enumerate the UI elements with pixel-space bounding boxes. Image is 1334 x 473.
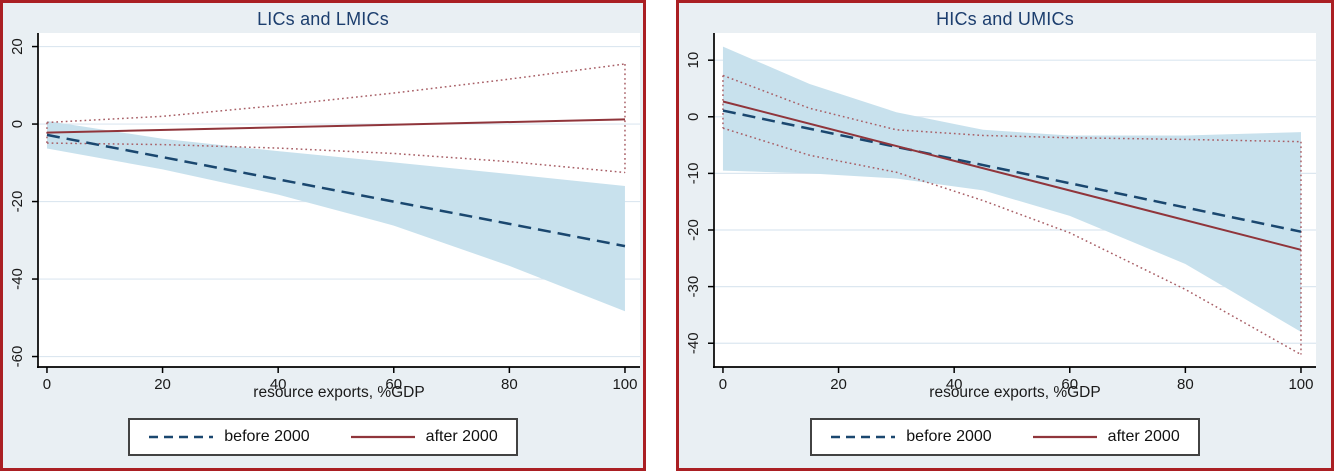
legend-label-after-2000: after 2000: [425, 428, 498, 445]
y-tick-label: -20: [685, 219, 702, 241]
x-tick-label: 40: [946, 376, 963, 393]
y-tick-label: -10: [685, 163, 702, 185]
y-tick-label: -30: [685, 276, 702, 298]
series-line-after-2000: [722, 100, 1302, 251]
y-tick-label: -40: [685, 332, 702, 354]
series-line-after-2000: [46, 118, 625, 134]
legend-label-before-2000: before 2000: [906, 428, 992, 445]
x-tick-label: 100: [612, 376, 637, 393]
y-tick-label: 10: [685, 52, 702, 69]
solid-line-swatch: [1032, 435, 1097, 439]
dashed-line-swatch: [831, 435, 896, 439]
x-tick-label: 60: [1061, 376, 1078, 393]
panel-hics-umics: HICs and UMICs 0 20 40 60 80 100 10 0 -10 -20 -30-…: [676, 0, 1334, 471]
chart-title-hics-umics: HICs and UMICs: [936, 9, 1074, 29]
x-tick-label: 80: [1177, 376, 1194, 393]
solid-line-swatch: [350, 435, 415, 439]
legend-label-after-2000: after 2000: [1107, 428, 1180, 445]
dashed-line-swatch: [149, 435, 214, 439]
legend: before 2000 after 2000: [3, 418, 643, 456]
chart-lics-lmics: 0 20 40 60 80 100 20 0 -20 -40 -60: [9, 33, 640, 393]
legend-entry-before-2000: before 2000: [148, 428, 310, 446]
legend-entry-after-2000: after 2000: [350, 428, 498, 446]
x-tick-label: 40: [270, 376, 287, 393]
x-axis-label: resource exports, %GDP: [253, 384, 425, 401]
series-line-before-2000: [46, 133, 626, 248]
legend-entry-after-2000: after 2000: [1032, 428, 1180, 446]
y-tick-label: -60: [9, 346, 26, 368]
confidence-band: [722, 46, 1301, 332]
x-tick-label: 100: [1288, 376, 1313, 393]
panel-lics-lmics: LICs and LMICs 0 20 40 60 80 100 20 0 -20 -40 -60 …: [0, 0, 646, 471]
y-tick-label: 0: [685, 113, 702, 121]
y-tick-label: 0: [9, 120, 26, 128]
confidence-band: [46, 120, 625, 312]
y-tick-label: -20: [9, 191, 26, 213]
y-tick-label: 20: [9, 38, 26, 55]
x-tick-label: 60: [385, 376, 402, 393]
x-tick-label: 0: [719, 376, 727, 393]
x-tick-label: 0: [43, 376, 51, 393]
legend-box: before 2000 after 2000: [128, 418, 518, 456]
y-tick-label: -40: [9, 268, 26, 290]
legend: before 2000 after 2000: [679, 418, 1331, 456]
legend-entry-before-2000: before 2000: [830, 428, 992, 446]
x-axis-label: resource exports, %GDP: [929, 384, 1101, 401]
ci-lower-line: [722, 127, 1302, 356]
ci-upper-line: [722, 74, 1301, 143]
chart-title-lics-lmics: LICs and LMICs: [257, 9, 389, 29]
x-tick-label: 20: [830, 376, 847, 393]
x-tick-label: 80: [501, 376, 518, 393]
legend-label-before-2000: before 2000: [224, 428, 310, 445]
legend-box: before 2000 after 2000: [810, 418, 1200, 456]
x-tick-label: 20: [154, 376, 171, 393]
series-line-before-2000: [722, 109, 1302, 233]
